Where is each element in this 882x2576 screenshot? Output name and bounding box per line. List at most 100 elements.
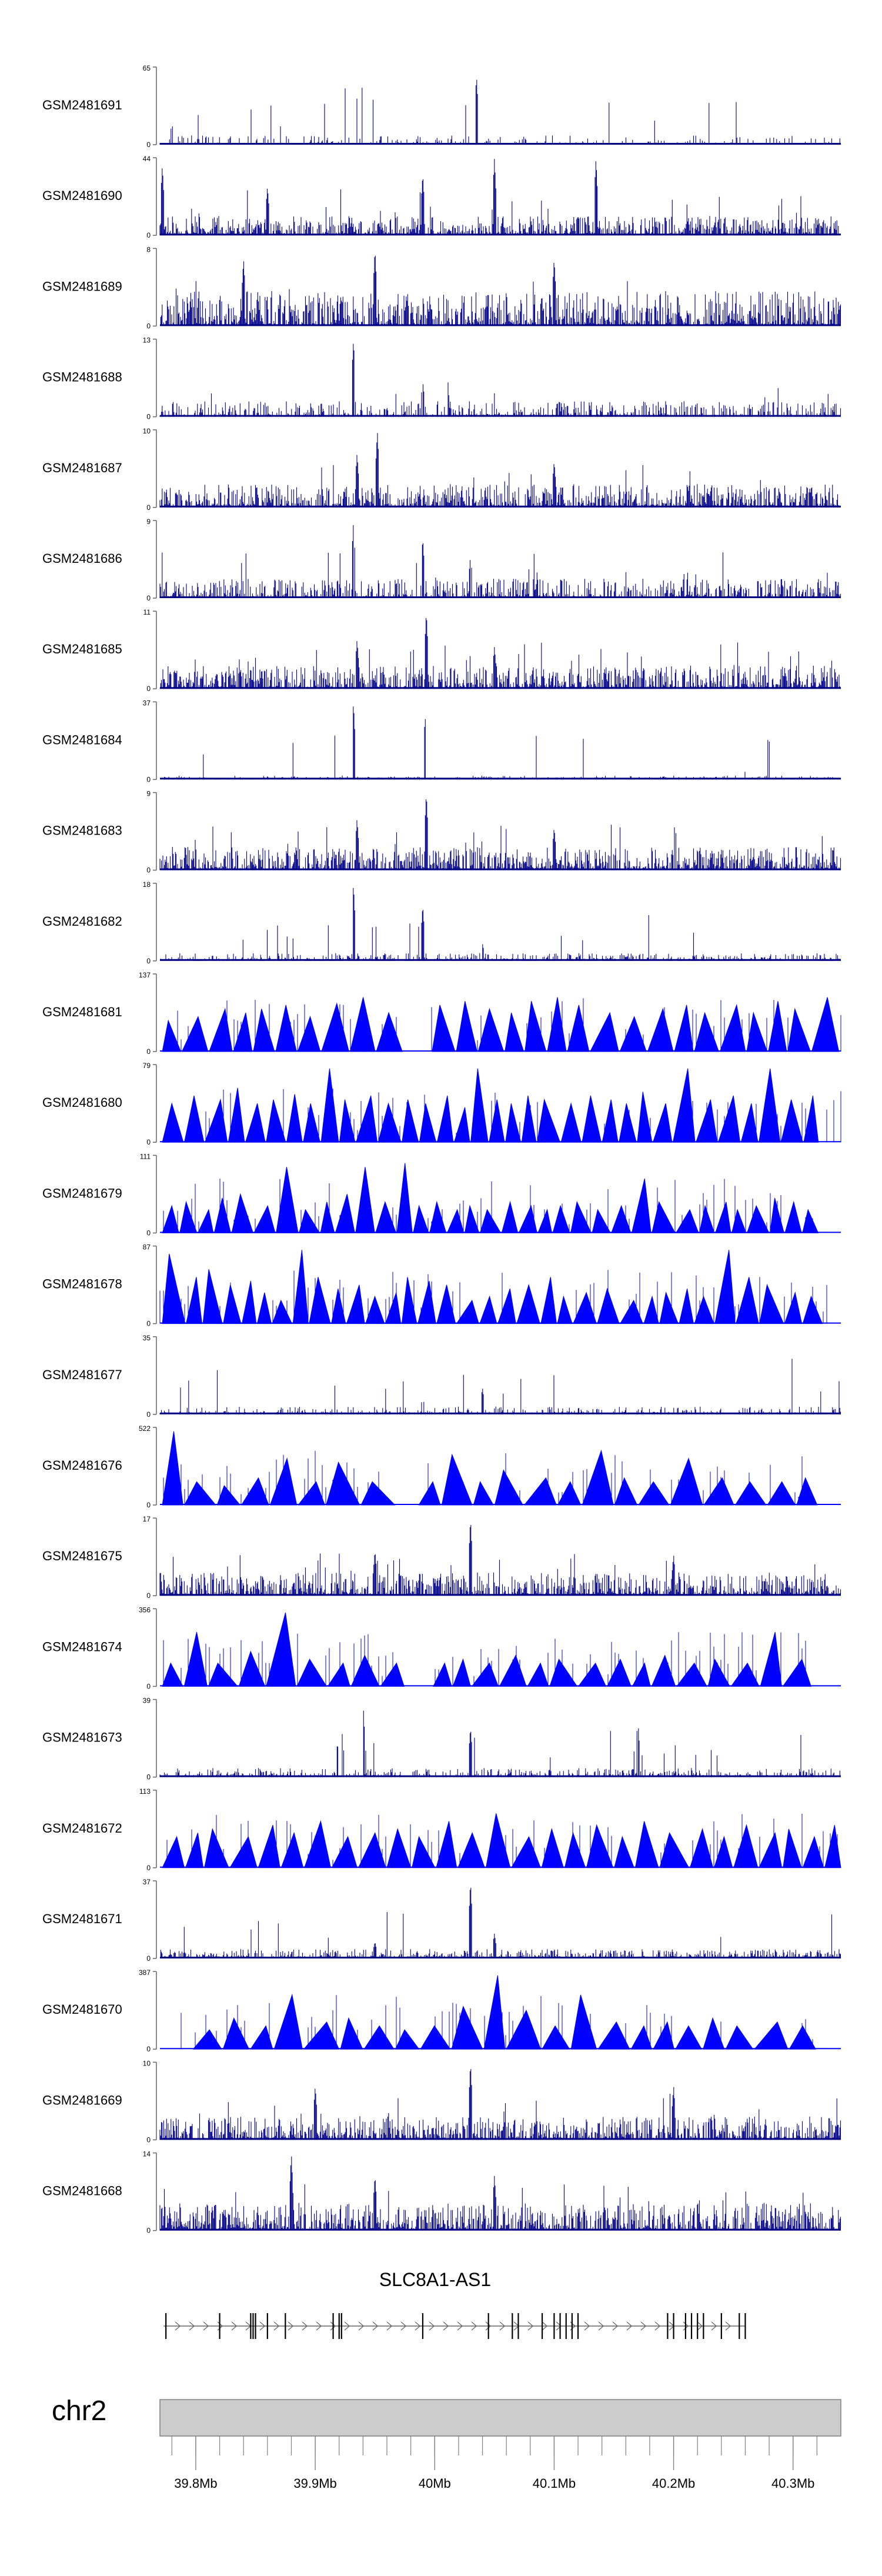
signal-peak — [767, 1481, 796, 1506]
signal-peak — [703, 1477, 734, 1506]
signal-bars — [159, 79, 840, 145]
y-max-label: 13 — [143, 336, 151, 345]
signal-peak — [386, 1828, 412, 1868]
y-min-label: 0 — [146, 594, 151, 602]
track-GSM2481682: GSM2481682 18 0 — [42, 880, 841, 965]
tick-label: 40.2Mb — [652, 2476, 695, 2491]
signal-peak — [746, 1204, 770, 1233]
y-max-label: 137 — [139, 971, 151, 979]
signal-peak — [674, 2025, 703, 2050]
signal-spikes — [159, 1270, 827, 1324]
signal-peak — [452, 1658, 471, 1687]
signal-peak — [202, 1269, 223, 1324]
signal-tracks: GSM2481691650GSM2481690440GSM248168980GS… — [42, 64, 841, 2235]
gene-name: SLC8A1-AS1 — [379, 2269, 491, 2290]
strand-arrow — [654, 2321, 661, 2331]
signal-peak — [473, 1481, 494, 1506]
signal-spikes — [181, 1995, 813, 2050]
signal-peak — [505, 1103, 522, 1143]
signal-peak — [303, 2021, 340, 2050]
signal-peak — [346, 1284, 365, 1324]
strand-arrow — [316, 2321, 322, 2331]
signal-peak — [258, 1825, 280, 1868]
y-min-label: 0 — [146, 141, 151, 149]
signal-peak — [479, 1209, 502, 1233]
signal-peak — [651, 1654, 676, 1687]
signal-bars — [159, 1524, 841, 1596]
strand-arrow — [697, 2321, 703, 2331]
y-max-label: 8 — [146, 245, 151, 253]
signal-peak — [560, 1102, 582, 1143]
signal-peak — [377, 1102, 402, 1143]
signal-peak — [521, 1095, 537, 1143]
signal-peak — [238, 1650, 266, 1687]
signal-peak — [183, 1481, 216, 1506]
signal-peak — [632, 1662, 651, 1687]
signal-peak — [796, 1477, 818, 1506]
strand-arrow — [175, 2321, 181, 2331]
signal-peak — [606, 1658, 632, 1687]
signal-peak — [331, 1836, 358, 1868]
signal-peak — [707, 1658, 731, 1687]
signal-peak — [433, 1662, 452, 1687]
y-min-label: 0 — [146, 1138, 151, 1146]
track-GSM2481684: GSM2481684 37 0 — [42, 699, 841, 783]
signal-peak — [547, 997, 567, 1052]
strand-arrow — [612, 2321, 619, 2331]
signal-peak — [470, 1068, 489, 1143]
signal-peak — [296, 1659, 328, 1687]
signal-bars — [160, 1887, 841, 1958]
y-min-label: 0 — [146, 413, 151, 421]
signal-peak — [183, 1095, 205, 1143]
signal-peak — [464, 1204, 480, 1233]
signal-peak — [241, 1280, 257, 1324]
signal-peak — [637, 1092, 653, 1143]
y-max-label: 87 — [143, 1243, 151, 1252]
track-GSM2481671: GSM2481671 37 0 — [42, 1878, 841, 1963]
track-GSM2481690: GSM2481690 44 0 — [42, 155, 841, 239]
y-max-label: 37 — [143, 699, 151, 707]
track-label: GSM2481670 — [42, 2002, 122, 2017]
signal-peak — [570, 1994, 597, 2050]
track-GSM2481668: GSM2481668 14 0 — [42, 2150, 841, 2235]
signal-peak — [783, 1828, 802, 1868]
signal-peak — [216, 1485, 241, 1506]
strand-arrow — [556, 2321, 562, 2331]
track-GSM2481675: GSM2481675 17 0 — [42, 1515, 841, 1600]
signal-peak — [327, 1662, 350, 1687]
strand-arrow — [640, 2321, 647, 2331]
tick-label: 40.3Mb — [771, 2476, 814, 2491]
track-label: GSM2481690 — [42, 188, 122, 203]
signal-peak — [736, 1277, 759, 1324]
signal-peak — [780, 1099, 803, 1143]
y-min-label: 0 — [146, 1047, 151, 1056]
strand-arrow — [344, 2321, 350, 2331]
y-max-label: 113 — [139, 1787, 151, 1796]
y-max-label: 9 — [146, 518, 151, 526]
signal-peak — [759, 1283, 784, 1324]
signal-peak — [497, 1289, 516, 1324]
signal-peak — [730, 1662, 760, 1687]
y-max-label: 111 — [140, 1152, 151, 1160]
signal-peak — [674, 1005, 694, 1052]
signal-bars — [159, 799, 841, 870]
signal-peak — [418, 1481, 441, 1506]
strand-arrow — [443, 2321, 449, 2331]
x-axis-ticks: 39.8Mb 39.9Mb 40Mb 40.1Mb 40.2Mb 40.3Mb — [171, 2436, 817, 2491]
signal-peak — [511, 1836, 542, 1868]
signal-peak — [679, 1289, 694, 1324]
strand-arrow — [499, 2321, 506, 2331]
y-min-label: 0 — [146, 775, 151, 783]
signal-peak — [638, 1481, 670, 1506]
signal-peak — [494, 1469, 524, 1506]
track-GSM2481685: GSM2481685 11 0 — [42, 608, 841, 693]
track-label: GSM2481686 — [42, 551, 122, 566]
signal-peak — [456, 1001, 477, 1052]
signal-peak — [299, 1209, 320, 1233]
y-min-label: 0 — [146, 685, 151, 693]
signal-peak — [256, 1292, 272, 1324]
signal-peak — [643, 1295, 659, 1324]
signal-peak — [631, 1178, 652, 1233]
y-min-label: 0 — [146, 866, 151, 875]
